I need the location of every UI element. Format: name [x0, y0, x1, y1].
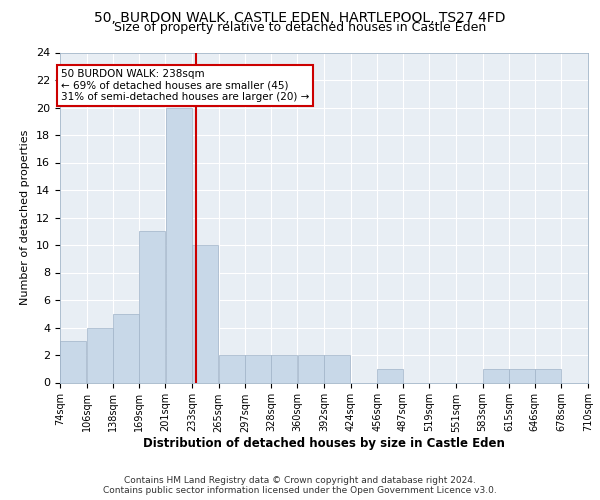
Bar	[324, 355, 350, 382]
Bar	[377, 369, 403, 382]
Bar	[245, 355, 271, 382]
Bar	[166, 108, 192, 382]
Bar	[60, 341, 86, 382]
Bar	[271, 355, 297, 382]
Bar	[113, 314, 139, 382]
Text: 50 BURDON WALK: 238sqm
← 69% of detached houses are smaller (45)
31% of semi-det: 50 BURDON WALK: 238sqm ← 69% of detached…	[61, 69, 309, 102]
Bar	[219, 355, 245, 382]
Bar	[87, 328, 113, 382]
Bar	[192, 245, 218, 382]
Bar	[483, 369, 509, 382]
Text: 50, BURDON WALK, CASTLE EDEN, HARTLEPOOL, TS27 4FD: 50, BURDON WALK, CASTLE EDEN, HARTLEPOOL…	[94, 11, 506, 25]
Bar	[298, 355, 324, 382]
Y-axis label: Number of detached properties: Number of detached properties	[20, 130, 31, 305]
Text: Contains HM Land Registry data © Crown copyright and database right 2024.
Contai: Contains HM Land Registry data © Crown c…	[103, 476, 497, 495]
Bar	[535, 369, 561, 382]
Bar	[509, 369, 535, 382]
Bar	[139, 231, 165, 382]
X-axis label: Distribution of detached houses by size in Castle Eden: Distribution of detached houses by size …	[143, 437, 505, 450]
Text: Size of property relative to detached houses in Castle Eden: Size of property relative to detached ho…	[114, 22, 486, 35]
